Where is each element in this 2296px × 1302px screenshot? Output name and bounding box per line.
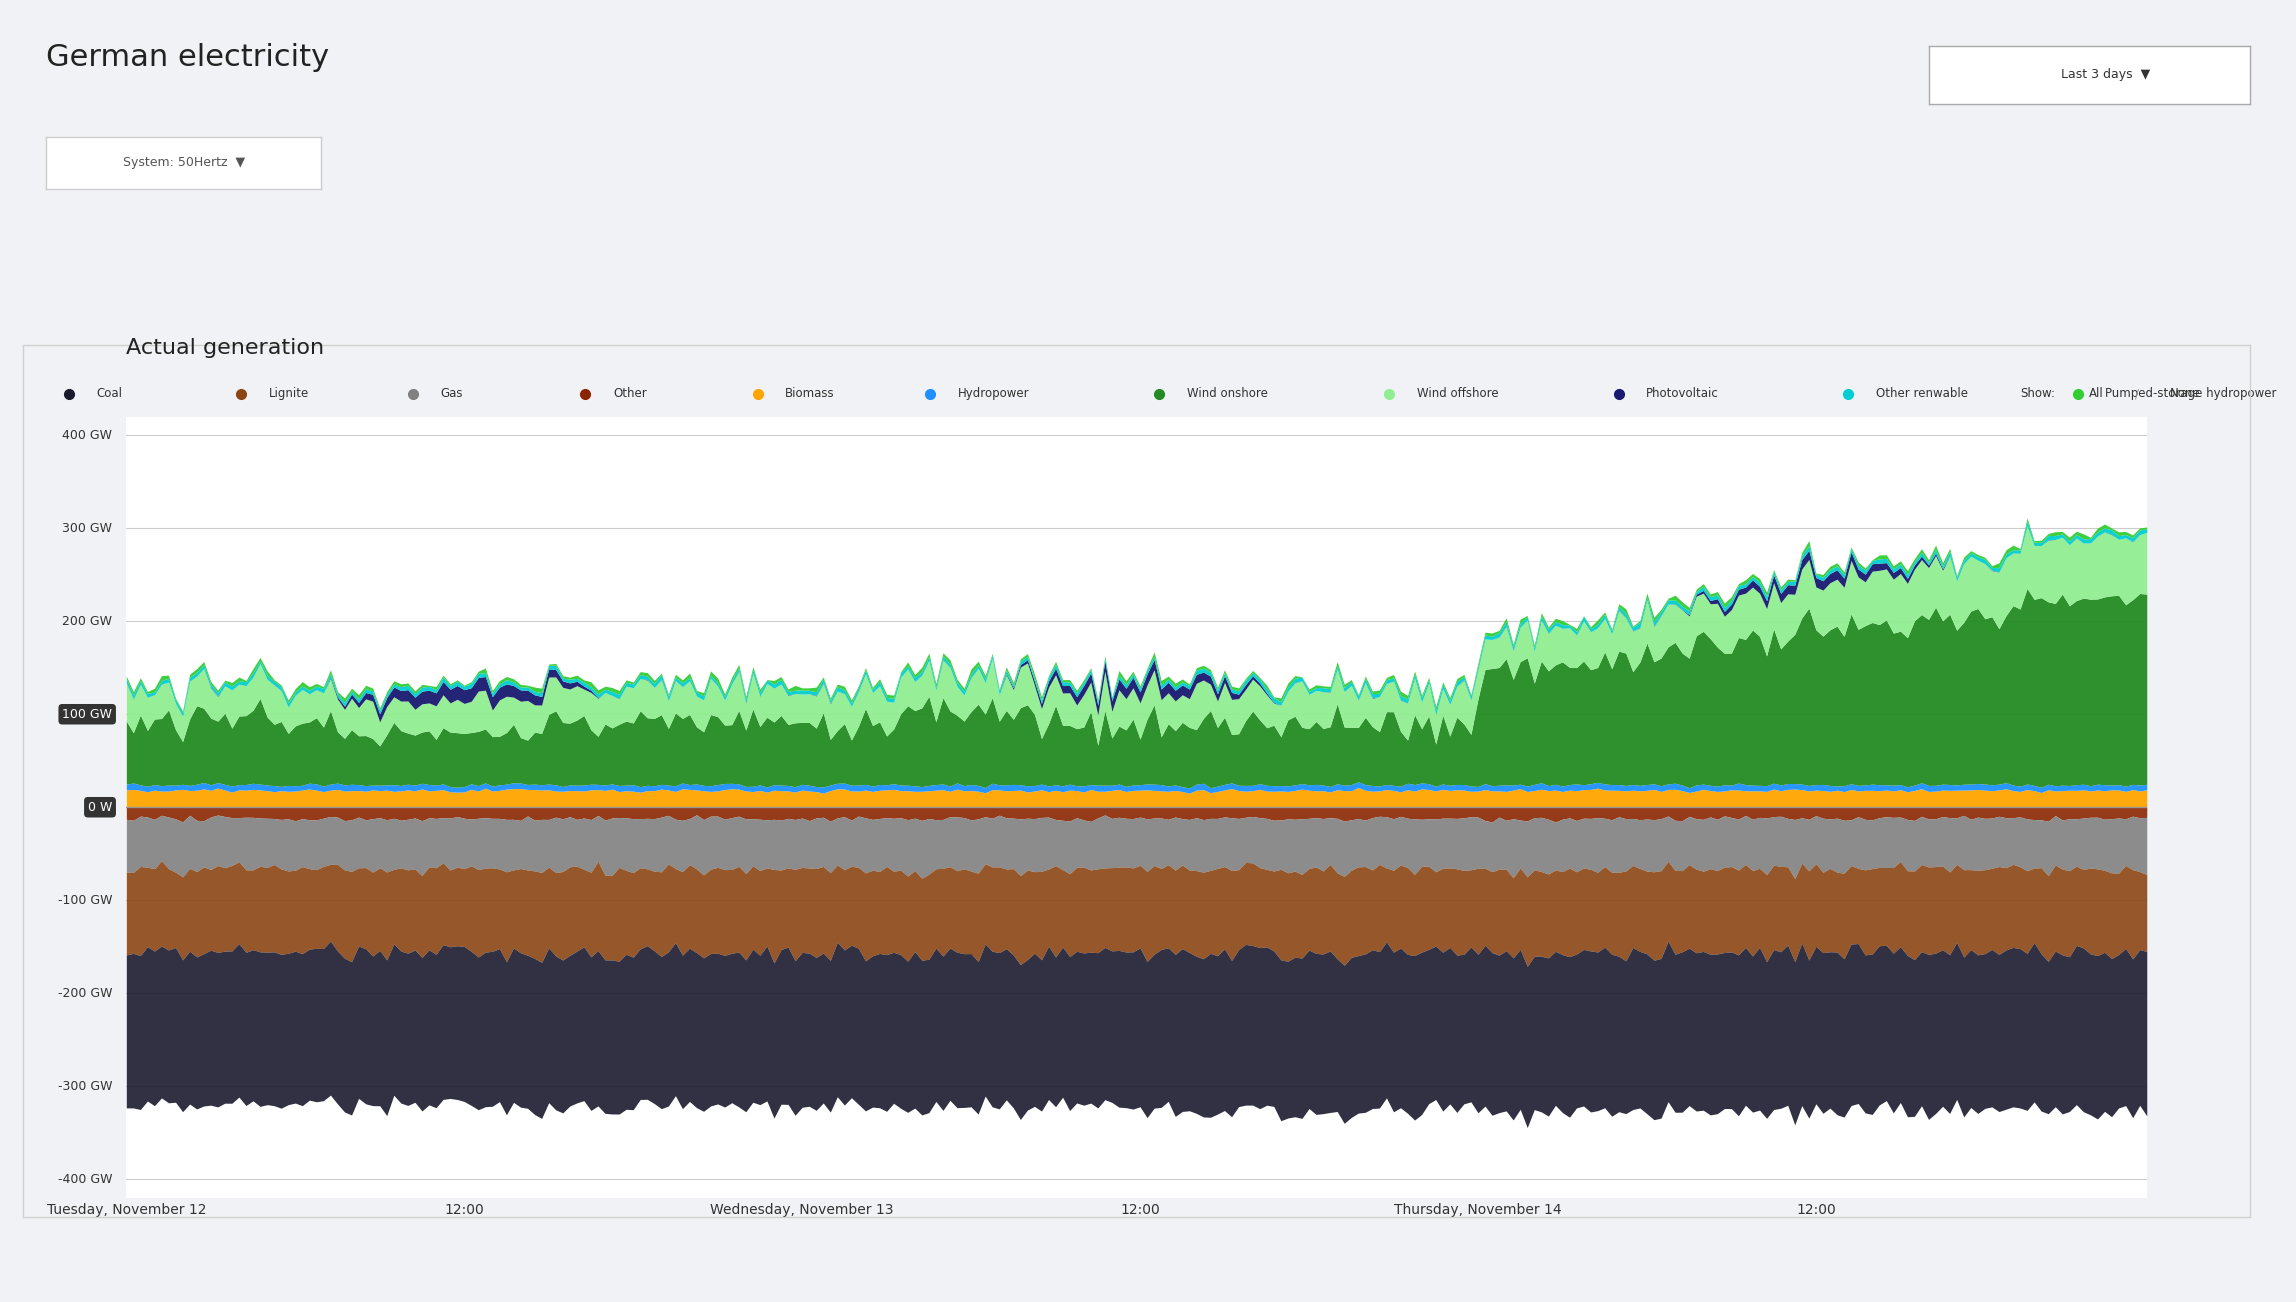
Text: Lignite: Lignite <box>269 388 310 400</box>
Text: 100 GW: 100 GW <box>62 708 113 721</box>
Text: Hydropower: Hydropower <box>957 388 1029 400</box>
Text: All: All <box>2089 388 2103 400</box>
Text: 300 GW: 300 GW <box>62 522 113 535</box>
Text: Coal: Coal <box>96 388 122 400</box>
Text: Other renwable: Other renwable <box>1876 388 1968 400</box>
Text: 400 GW: 400 GW <box>62 428 113 441</box>
Text: Wind onshore: Wind onshore <box>1187 388 1267 400</box>
Text: German electricity: German electricity <box>46 43 328 72</box>
Text: System: 50Hertz  ▼: System: 50Hertz ▼ <box>122 156 246 169</box>
Text: 0 W: 0 W <box>87 801 113 814</box>
Text: Last 3 days  ▼: Last 3 days ▼ <box>2062 69 2149 81</box>
Text: -100 GW: -100 GW <box>57 893 113 906</box>
Text: Other: Other <box>613 388 647 400</box>
Text: None: None <box>2170 388 2200 400</box>
Text: Show:: Show: <box>2020 388 2055 400</box>
Text: /: / <box>2135 388 2140 400</box>
Text: Photovoltaic: Photovoltaic <box>1646 388 1720 400</box>
Text: -400 GW: -400 GW <box>57 1173 113 1186</box>
Text: -300 GW: -300 GW <box>57 1079 113 1092</box>
Text: Actual generation: Actual generation <box>126 339 324 358</box>
Text: -200 GW: -200 GW <box>57 987 113 1000</box>
Text: Wind offshore: Wind offshore <box>1417 388 1499 400</box>
Text: Biomass: Biomass <box>785 388 836 400</box>
Text: Pumped-storage hydropower: Pumped-storage hydropower <box>2105 388 2278 400</box>
Text: 200 GW: 200 GW <box>62 615 113 628</box>
Text: Gas: Gas <box>441 388 464 400</box>
